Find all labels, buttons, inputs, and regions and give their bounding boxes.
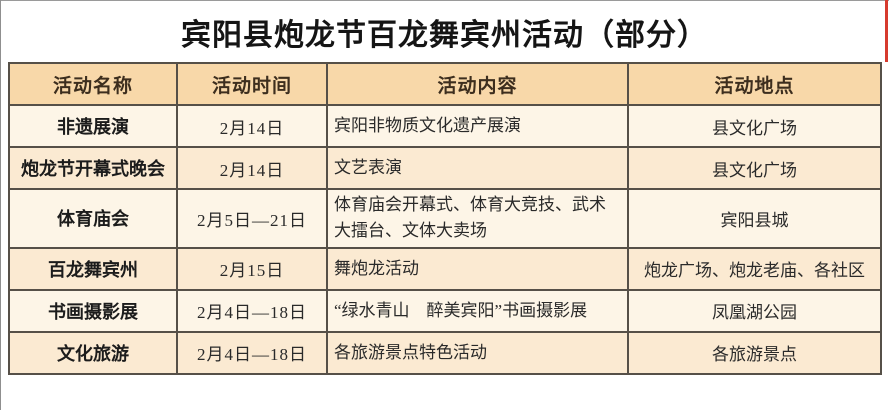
cell-activity-content: 各旅游景点特色活动: [326, 330, 629, 375]
cell-activity-location: 炮龙广场、炮龙老庙、各社区: [627, 246, 882, 291]
header-activity-name: 活动名称: [8, 62, 178, 106]
cell-activity-name: 炮龙节开幕式晚会: [8, 146, 178, 190]
cell-activity-location: 凤凰湖公园: [627, 288, 882, 333]
cell-activity-location: 宾阳县城: [627, 188, 882, 249]
red-accent-line: [885, 0, 888, 62]
cell-activity-content: 舞炮龙活动: [326, 246, 629, 291]
header-activity-location: 活动地点: [627, 62, 882, 106]
cell-activity-time: 2月4日—18日: [176, 288, 328, 333]
table-row: 非遗展演 2月14日 宾阳非物质文化遗产展演 县文化广场: [8, 104, 882, 148]
page-top-border: [0, 0, 889, 1]
cell-activity-time: 2月14日: [176, 146, 328, 190]
table-row: 炮龙节开幕式晚会 2月14日 文艺表演 县文化广场: [8, 146, 882, 190]
table-row: 百龙舞宾州 2月15日 舞炮龙活动 炮龙广场、炮龙老庙、各社区: [8, 246, 882, 291]
cell-activity-name: 百龙舞宾州: [8, 246, 178, 291]
cell-activity-location: 县文化广场: [627, 146, 882, 190]
cell-activity-content: 体育庙会开幕式、体育大竞技、武术大擂台、文体大卖场: [326, 188, 629, 249]
table-row: 体育庙会 2月5日—21日 体育庙会开幕式、体育大竞技、武术大擂台、文体大卖场 …: [8, 188, 882, 249]
page-left-border: [0, 0, 1, 410]
cell-activity-time: 2月4日—18日: [176, 330, 328, 375]
table-row: 文化旅游 2月4日—18日 各旅游景点特色活动 各旅游景点: [8, 330, 882, 375]
cell-activity-name: 非遗展演: [8, 104, 178, 148]
cell-activity-time: 2月15日: [176, 246, 328, 291]
cell-activity-content: 文艺表演: [326, 146, 629, 190]
activities-table: 活动名称 活动时间 活动内容 活动地点 非遗展演 2月14日 宾阳非物质文化遗产…: [8, 62, 882, 375]
table-header-row: 活动名称 活动时间 活动内容 活动地点: [8, 62, 882, 106]
cell-activity-time: 2月5日—21日: [176, 188, 328, 249]
table-row: 书画摄影展 2月4日—18日 “绿水青山 醉美宾阳”书画摄影展 凤凰湖公园: [8, 288, 882, 333]
cell-activity-name: 文化旅游: [8, 330, 178, 375]
cell-activity-time: 2月14日: [176, 104, 328, 148]
header-activity-time: 活动时间: [176, 62, 328, 106]
cell-activity-name: 体育庙会: [8, 188, 178, 249]
cell-activity-name: 书画摄影展: [8, 288, 178, 333]
cell-activity-location: 各旅游景点: [627, 330, 882, 375]
cell-activity-location: 县文化广场: [627, 104, 882, 148]
cell-activity-content: “绿水青山 醉美宾阳”书画摄影展: [326, 288, 629, 333]
header-activity-content: 活动内容: [326, 62, 629, 106]
page-title: 宾阳县炮龙节百龙舞宾州活动（部分）: [181, 19, 708, 52]
cell-activity-content: 宾阳非物质文化遗产展演: [326, 104, 629, 148]
